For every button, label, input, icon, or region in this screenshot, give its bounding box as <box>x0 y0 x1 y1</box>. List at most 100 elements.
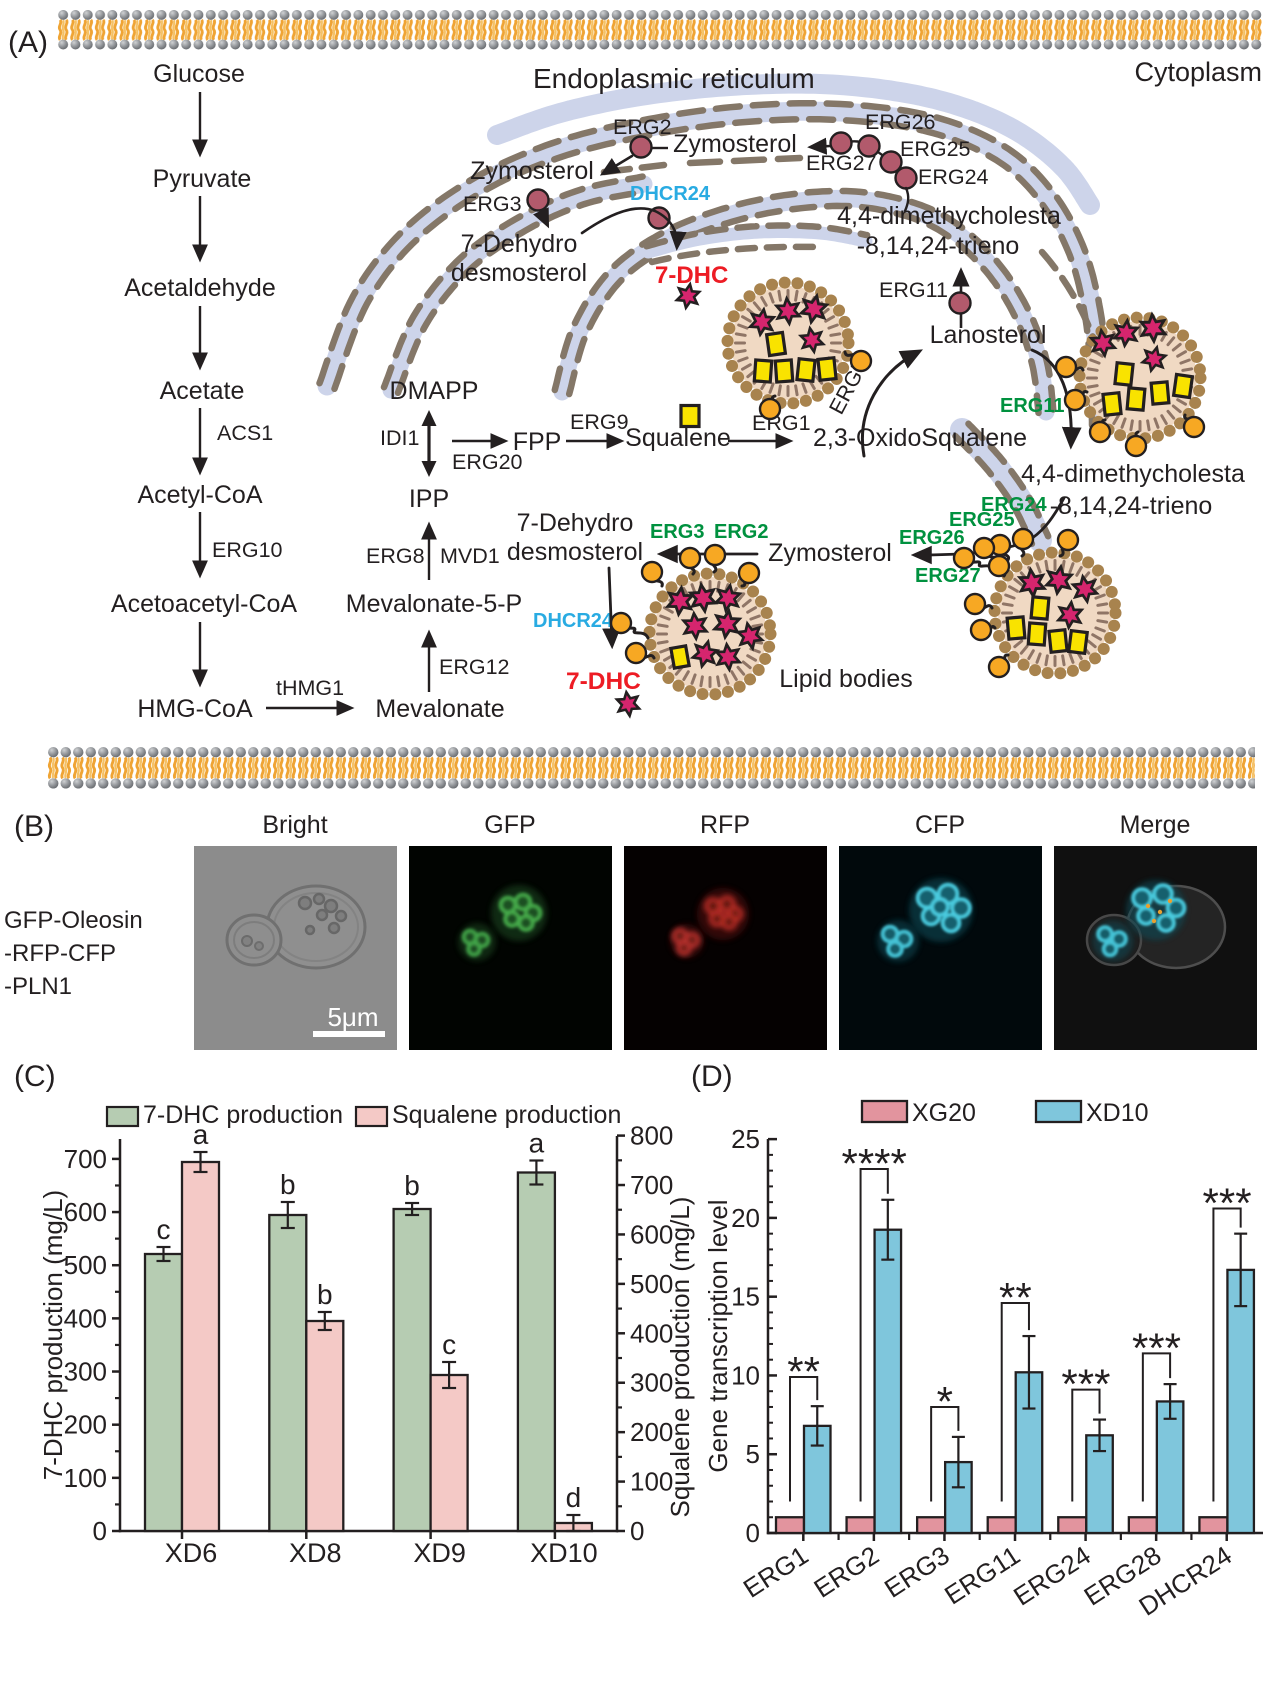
svg-text:Merge: Merge <box>1120 811 1191 839</box>
svg-text:Zymosterol: Zymosterol <box>673 130 797 158</box>
svg-text:300: 300 <box>630 1368 673 1398</box>
svg-text:ERG24: ERG24 <box>918 165 989 189</box>
svg-text:MVD1: MVD1 <box>440 544 500 568</box>
svg-text:HMG-CoA: HMG-CoA <box>137 695 253 723</box>
svg-text:Acetaldehyde: Acetaldehyde <box>124 274 276 302</box>
svg-text:ERG2: ERG2 <box>714 521 768 543</box>
svg-text:-PLN1: -PLN1 <box>4 973 72 1000</box>
svg-text:Pyruvate: Pyruvate <box>153 165 252 193</box>
svg-text:ACS1: ACS1 <box>217 421 273 445</box>
svg-text:XD10: XD10 <box>1086 1099 1149 1127</box>
svg-text:Acetyl-CoA: Acetyl-CoA <box>137 481 262 509</box>
svg-text:-RFP-CFP: -RFP-CFP <box>4 940 116 967</box>
svg-text:Squalene: Squalene <box>625 424 731 452</box>
svg-text:ERG26: ERG26 <box>865 110 936 134</box>
svg-text:400: 400 <box>64 1303 107 1333</box>
svg-text:***: *** <box>1203 1179 1252 1226</box>
svg-text:ERG11: ERG11 <box>1000 395 1064 417</box>
svg-text:Endoplasmic reticulum: Endoplasmic reticulum <box>533 63 815 94</box>
svg-text:800: 800 <box>630 1121 673 1151</box>
svg-text:***: *** <box>1061 1361 1110 1408</box>
svg-text:XD6: XD6 <box>165 1538 218 1568</box>
svg-text:20: 20 <box>731 1203 760 1233</box>
svg-text:Bright: Bright <box>262 811 327 839</box>
svg-text:FPP: FPP <box>513 428 562 456</box>
svg-text:ERG11: ERG11 <box>879 278 948 302</box>
svg-text:ERG24: ERG24 <box>981 494 1047 516</box>
svg-text:ERG25: ERG25 <box>949 509 1015 531</box>
svg-text:ERG27: ERG27 <box>915 565 981 587</box>
svg-text:Acetate: Acetate <box>160 377 245 405</box>
svg-text:7-DHC: 7-DHC <box>566 668 641 695</box>
svg-text:CFP: CFP <box>915 811 965 839</box>
svg-text:GFP-Oleosin: GFP-Oleosin <box>4 907 143 934</box>
svg-text:Zymosterol: Zymosterol <box>768 539 892 567</box>
svg-text:-8,14,24-trieno: -8,14,24-trieno <box>1050 492 1213 520</box>
svg-text:(B): (B) <box>14 810 54 843</box>
svg-text:ERG9: ERG9 <box>570 410 629 434</box>
svg-text:***: *** <box>1132 1324 1181 1371</box>
svg-text:10: 10 <box>731 1360 760 1390</box>
svg-text:-8,14,24-trieno: -8,14,24-trieno <box>857 232 1020 260</box>
svg-text:Cytoplasm: Cytoplasm <box>1134 57 1262 87</box>
svg-text:400: 400 <box>630 1318 673 1348</box>
svg-text:(D): (D) <box>691 1060 733 1093</box>
svg-text:desmosterol: desmosterol <box>451 259 587 287</box>
svg-text:a: a <box>193 1119 209 1150</box>
svg-text:4,4-dimethycholesta: 4,4-dimethycholesta <box>837 202 1061 230</box>
svg-text:300: 300 <box>64 1357 107 1387</box>
svg-text:4,4-dimethycholesta: 4,4-dimethycholesta <box>1021 460 1245 488</box>
svg-text:ERG26: ERG26 <box>899 527 965 549</box>
svg-text:ERG8: ERG8 <box>366 544 425 568</box>
svg-text:b: b <box>404 1170 420 1201</box>
svg-text:500: 500 <box>630 1269 673 1299</box>
svg-text:600: 600 <box>64 1197 107 1227</box>
svg-text:**: ** <box>999 1274 1032 1321</box>
svg-text:7-DHC production (mg/L): 7-DHC production (mg/L) <box>38 1190 68 1480</box>
svg-text:Acetoacetyl-CoA: Acetoacetyl-CoA <box>111 590 298 618</box>
svg-text:XG20: XG20 <box>912 1099 976 1127</box>
svg-text:ERG12: ERG12 <box>439 655 510 679</box>
svg-text:200: 200 <box>630 1417 673 1447</box>
svg-text:c: c <box>157 1214 171 1245</box>
svg-text:XD9: XD9 <box>413 1538 466 1568</box>
svg-text:****: **** <box>841 1140 906 1187</box>
svg-text:**: ** <box>787 1348 820 1395</box>
svg-text:Mevalonate: Mevalonate <box>375 695 504 723</box>
svg-text:(C): (C) <box>14 1060 56 1093</box>
svg-text:tHMG1: tHMG1 <box>276 676 344 700</box>
svg-text:XD8: XD8 <box>289 1538 342 1568</box>
svg-text:Lanosterol: Lanosterol <box>930 321 1047 349</box>
svg-text:Mevalonate-5-P: Mevalonate-5-P <box>346 590 522 618</box>
svg-text:d: d <box>566 1482 582 1513</box>
svg-text:desmosterol: desmosterol <box>507 538 643 566</box>
svg-text:c: c <box>442 1329 456 1360</box>
svg-text:IDI1: IDI1 <box>380 426 419 450</box>
svg-text:5μm: 5μm <box>327 1002 378 1032</box>
svg-text:ERG3: ERG3 <box>463 192 522 216</box>
svg-text:0: 0 <box>746 1518 760 1548</box>
svg-text:15: 15 <box>731 1282 760 1312</box>
svg-text:IPP: IPP <box>409 485 449 513</box>
svg-text:7-DHC production: 7-DHC production <box>143 1101 343 1129</box>
svg-text:0: 0 <box>93 1516 107 1546</box>
svg-text:200: 200 <box>64 1410 107 1440</box>
svg-text:600: 600 <box>630 1219 673 1249</box>
svg-text:700: 700 <box>64 1144 107 1174</box>
svg-text:500: 500 <box>64 1250 107 1280</box>
svg-text:a: a <box>529 1128 545 1159</box>
svg-text:ERG10: ERG10 <box>212 538 283 562</box>
svg-text:7-Dehydro: 7-Dehydro <box>517 509 634 537</box>
svg-text:100: 100 <box>630 1467 673 1497</box>
svg-text:ERG2: ERG2 <box>613 115 672 139</box>
svg-text:0: 0 <box>630 1516 644 1546</box>
svg-text:Squalene production: Squalene production <box>392 1101 621 1129</box>
svg-text:DMAPP: DMAPP <box>390 377 479 405</box>
svg-text:(A): (A) <box>8 26 48 59</box>
svg-text:5: 5 <box>746 1439 760 1469</box>
svg-text:DHCR24: DHCR24 <box>630 183 711 205</box>
svg-text:b: b <box>317 1279 333 1310</box>
svg-text:ERG20: ERG20 <box>452 450 523 474</box>
svg-text:Squalene production (mg/L): Squalene production (mg/L) <box>665 1197 695 1518</box>
svg-text:7-Dehydro: 7-Dehydro <box>461 230 578 258</box>
